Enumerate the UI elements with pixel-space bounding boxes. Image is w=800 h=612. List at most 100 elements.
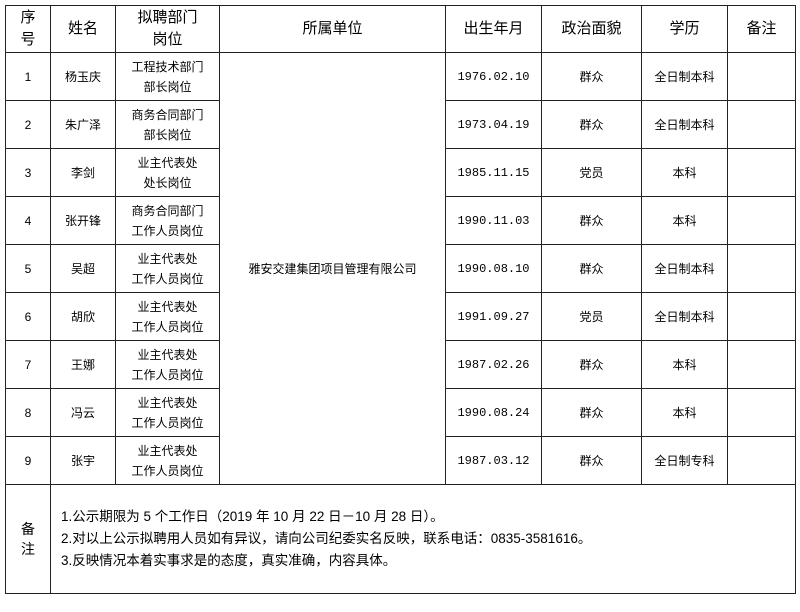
notes-label: 备注 xyxy=(5,484,51,594)
cell-political: 党员 xyxy=(541,292,642,341)
header-education: 学历 xyxy=(641,5,728,53)
header-position-line: 拟聘部门 xyxy=(137,9,198,26)
candidates-table: 序号 姓名 拟聘部门 岗位 所属单位 出生年月 政治面貌 学历 备注 1 杨玉庆 工程… xyxy=(5,5,796,594)
cell-education: 本科 xyxy=(641,196,728,245)
cell-remark xyxy=(727,388,796,437)
cell-political: 群众 xyxy=(541,196,642,245)
cell-index: 7 xyxy=(5,340,51,389)
cell-birth: 1990.11.03 xyxy=(445,196,542,245)
cell-name: 吴超 xyxy=(50,244,116,293)
cell-remark xyxy=(727,436,796,485)
cell-education: 全日制本科 xyxy=(641,52,728,101)
position-line: 工程技术部门 xyxy=(131,59,204,74)
notes-label-line: 备 xyxy=(21,521,35,537)
cell-index: 2 xyxy=(5,100,51,149)
position-line: 商务合同部门 xyxy=(131,107,204,122)
cell-name: 冯云 xyxy=(50,388,116,437)
cell-unit: 雅安交建集团项目管理有限公司 xyxy=(219,52,446,485)
notes-row: 备注 1.公示期限为 5 个工作日（2019 年 10 月 22 日－10 月 … xyxy=(5,484,796,594)
cell-remark xyxy=(727,196,796,245)
table-row: 8 冯云 业主代表处 工作人员岗位 1990.08.24 群众 本科 xyxy=(5,388,796,437)
cell-name: 张宇 xyxy=(50,436,116,485)
cell-birth: 1976.02.10 xyxy=(445,52,542,101)
position-line: 工作人员岗位 xyxy=(131,223,204,238)
cell-birth: 1973.04.19 xyxy=(445,100,542,149)
header-position: 拟聘部门 岗位 xyxy=(115,5,220,53)
position-line: 业主代表处 xyxy=(137,251,198,266)
cell-position: 业主代表处工作人员岗位 xyxy=(115,340,220,389)
position-line: 工作人员岗位 xyxy=(131,463,204,478)
cell-birth: 1987.02.26 xyxy=(445,340,542,389)
cell-birth: 1985.11.15 xyxy=(445,148,542,197)
header-unit: 所属单位 xyxy=(219,5,446,53)
cell-position: 工程技术部门 部长岗位 xyxy=(115,52,220,101)
table-row: 6 胡欣 业主代表处 工作人员岗位 1991.09.27 党员 全日制本科 xyxy=(5,292,796,341)
cell-education: 全日制本科 xyxy=(641,244,728,293)
position-line: 业主代表处 xyxy=(137,347,198,362)
table-row: 2 朱广泽 商务合同部门 部长岗位 1973.04.19 群众 全日制本科 xyxy=(5,100,796,149)
header-political: 政治面貌 xyxy=(541,5,642,53)
cell-index: 8 xyxy=(5,388,51,437)
cell-position: 业主代表处 处长岗位 xyxy=(115,148,220,197)
cell-position: 业主代表处工作人员岗位 xyxy=(115,436,220,485)
header-index: 序号 xyxy=(5,5,51,53)
cell-political: 群众 xyxy=(541,244,642,293)
position-line: 部长岗位 xyxy=(143,127,192,142)
cell-position: 业主代表处工作人员岗位 xyxy=(115,244,220,293)
cell-name: 李剑 xyxy=(50,148,116,197)
cell-remark xyxy=(727,52,796,101)
cell-education: 全日制本科 xyxy=(641,100,728,149)
header-row: 序号 姓名 拟聘部门 岗位 所属单位 出生年月 政治面貌 学历 备注 xyxy=(5,5,796,53)
position-line: 工作人员岗位 xyxy=(131,319,204,334)
cell-political: 群众 xyxy=(541,52,642,101)
position-line: 业主代表处 xyxy=(137,395,198,410)
position-line: 处长岗位 xyxy=(143,175,192,190)
note-line: 2.对以上公示拟聘用人员如有异议，请向公司纪委实名反映，联系电话：0835-35… xyxy=(61,531,592,546)
cell-political: 群众 xyxy=(541,388,642,437)
cell-political: 群众 xyxy=(541,436,642,485)
cell-political: 群众 xyxy=(541,100,642,149)
cell-index: 1 xyxy=(5,52,51,101)
cell-remark xyxy=(727,292,796,341)
cell-position: 商务合同部门 工作人员岗位 xyxy=(115,196,220,245)
position-line: 工作人员岗位 xyxy=(131,367,204,382)
table-row: 9 张宇 业主代表处 工作人员岗位 1987.03.12 群众 全日制专科 xyxy=(5,436,796,485)
cell-index: 9 xyxy=(5,436,51,485)
cell-position: 业主代表处工作人员岗位 xyxy=(115,388,220,437)
cell-birth: 1990.08.10 xyxy=(445,244,542,293)
position-line: 业主代表处 xyxy=(137,443,198,458)
cell-birth: 1987.03.12 xyxy=(445,436,542,485)
position-line: 工作人员岗位 xyxy=(131,271,204,286)
cell-remark xyxy=(727,340,796,389)
cell-political: 群众 xyxy=(541,340,642,389)
notes-label-line: 注 xyxy=(21,541,35,557)
note-line: 3.反映情况本着实事求是的态度，真实准确，内容具体。 xyxy=(61,553,397,568)
header-index-line: 号 xyxy=(20,31,36,48)
cell-name: 朱广泽 xyxy=(50,100,116,149)
cell-education: 本科 xyxy=(641,148,728,197)
header-name: 姓名 xyxy=(50,5,116,53)
cell-remark xyxy=(727,244,796,293)
cell-index: 3 xyxy=(5,148,51,197)
note-line: 1.公示期限为 5 个工作日（2019 年 10 月 22 日－10 月 28 … xyxy=(61,509,444,524)
position-line: 业主代表处 xyxy=(137,299,198,314)
cell-name: 张开锋 xyxy=(50,196,116,245)
position-line: 业主代表处 xyxy=(137,155,198,170)
cell-political: 党员 xyxy=(541,148,642,197)
table-row: 5 吴超 业主代表处 工作人员岗位 1990.08.10 群众 全日制本科 xyxy=(5,244,796,293)
cell-birth: 1990.08.24 xyxy=(445,388,542,437)
cell-education: 本科 xyxy=(641,388,728,437)
cell-name: 胡欣 xyxy=(50,292,116,341)
cell-education: 全日制本科 xyxy=(641,292,728,341)
cell-index: 5 xyxy=(5,244,51,293)
cell-name: 杨玉庆 xyxy=(50,52,116,101)
cell-index: 6 xyxy=(5,292,51,341)
cell-position: 业主代表处工作人员岗位 xyxy=(115,292,220,341)
header-remark: 备注 xyxy=(727,5,796,53)
header-index-line: 序 xyxy=(20,9,36,26)
cell-position: 商务合同部门 部长岗位 xyxy=(115,100,220,149)
cell-name: 王娜 xyxy=(50,340,116,389)
position-line: 工作人员岗位 xyxy=(131,415,204,430)
table-row: 4 张开锋 商务合同部门 工作人员岗位 1990.11.03 群众 本科 xyxy=(5,196,796,245)
table-row: 3 李剑 业主代表处 处长岗位 1985.11.15 党员 本科 xyxy=(5,148,796,197)
